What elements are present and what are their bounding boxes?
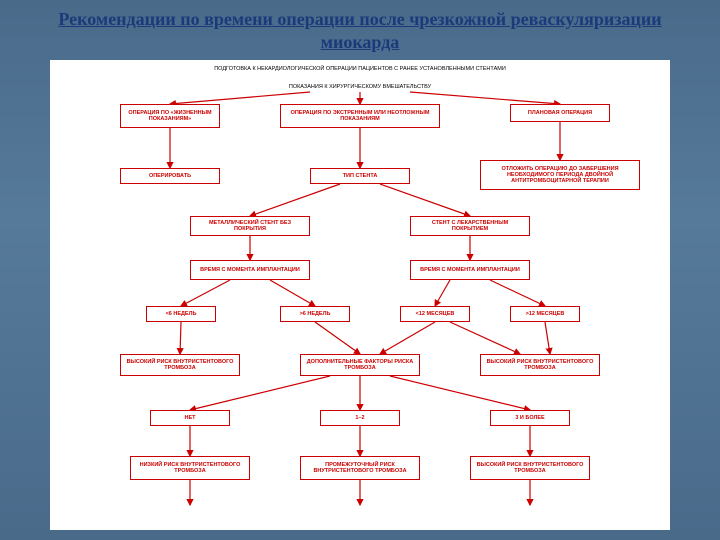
edge bbox=[180, 322, 181, 354]
edge bbox=[410, 92, 560, 104]
edge bbox=[450, 322, 520, 354]
flow-node: ВЫСОКИЙ РИСК ВНУТРИСТЕНТОВОГО ТРОМБОЗА bbox=[470, 456, 590, 480]
flow-node: >6 НЕДЕЛЬ bbox=[280, 306, 350, 322]
flow-node: НИЗКИЙ РИСК ВНУТРИСТЕНТОВОГО ТРОМБОЗА bbox=[130, 456, 250, 480]
edge bbox=[380, 184, 470, 216]
flow-node: ТИП СТЕНТА bbox=[310, 168, 410, 184]
edge bbox=[435, 280, 450, 306]
flow-header: ПОКАЗАНИЯ К ХИРУРГИЧЕСКОМУ ВМЕШАТЕЛЬСТВУ bbox=[260, 84, 460, 90]
flow-node: ОПЕРАЦИЯ ПО ЭКСТРЕННЫМ ИЛИ НЕОТЛОЖНЫМ ПО… bbox=[280, 104, 440, 128]
edge bbox=[170, 92, 310, 104]
edge bbox=[181, 280, 230, 306]
flow-node: ПЛАНОВАЯ ОПЕРАЦИЯ bbox=[510, 104, 610, 122]
flow-node: ВЫСОКИЙ РИСК ВНУТРИСТЕНТОВОГО ТРОМБОЗА bbox=[480, 354, 600, 376]
flow-node: 1–2 bbox=[320, 410, 400, 426]
edge bbox=[190, 376, 330, 410]
edge bbox=[545, 322, 550, 354]
flow-node: ДОПОЛНИТЕЛЬНЫЕ ФАКТОРЫ РИСКА ТРОМБОЗА bbox=[300, 354, 420, 376]
flow-header: ПОДГОТОВКА К НЕКАРДИОЛОГИЧЕСКОЙ ОПЕРАЦИИ… bbox=[190, 66, 530, 72]
flow-node: МЕТАЛЛИЧЕСКИЙ СТЕНТ БЕЗ ПОКРЫТИЯ bbox=[190, 216, 310, 236]
flow-node: ОПЕРИРОВАТЬ bbox=[120, 168, 220, 184]
edge bbox=[390, 376, 530, 410]
flow-node: ПРОМЕЖУТОЧНЫЙ РИСК ВНУТРИСТЕНТОВОГО ТРОМ… bbox=[300, 456, 420, 480]
edge bbox=[490, 280, 545, 306]
flow-node: 3 И БОЛЕЕ bbox=[490, 410, 570, 426]
flow-node: ОТЛОЖИТЬ ОПЕРАЦИЮ ДО ЗАВЕРШЕНИЯ НЕОБХОДИ… bbox=[480, 160, 640, 190]
flow-node: >12 МЕСЯЦЕВ bbox=[510, 306, 580, 322]
flow-node: ВРЕМЯ С МОМЕНТА ИМПЛАНТАЦИИ bbox=[190, 260, 310, 280]
page-title: Рекомендации по времени операции после ч… bbox=[0, 0, 720, 57]
edge bbox=[250, 184, 340, 216]
flowchart-canvas: ПОДГОТОВКА К НЕКАРДИОЛОГИЧЕСКОЙ ОПЕРАЦИИ… bbox=[50, 60, 670, 530]
flow-node: НЕТ bbox=[150, 410, 230, 426]
flow-node: ОПЕРАЦИЯ ПО «ЖИЗНЕННЫМ ПОКАЗАНИЯМ» bbox=[120, 104, 220, 128]
flow-node: <6 НЕДЕЛЬ bbox=[146, 306, 216, 322]
flow-node: <12 МЕСЯЦЕВ bbox=[400, 306, 470, 322]
flow-node: ВЫСОКИЙ РИСК ВНУТРИСТЕНТОВОГО ТРОМБОЗА bbox=[120, 354, 240, 376]
flow-node: ВРЕМЯ С МОМЕНТА ИМПЛАНТАЦИИ bbox=[410, 260, 530, 280]
edge bbox=[270, 280, 315, 306]
edge bbox=[380, 322, 435, 354]
edge bbox=[315, 322, 360, 354]
flow-node: СТЕНТ С ЛЕКАРСТВЕННЫМ ПОКРЫТИЕМ bbox=[410, 216, 530, 236]
